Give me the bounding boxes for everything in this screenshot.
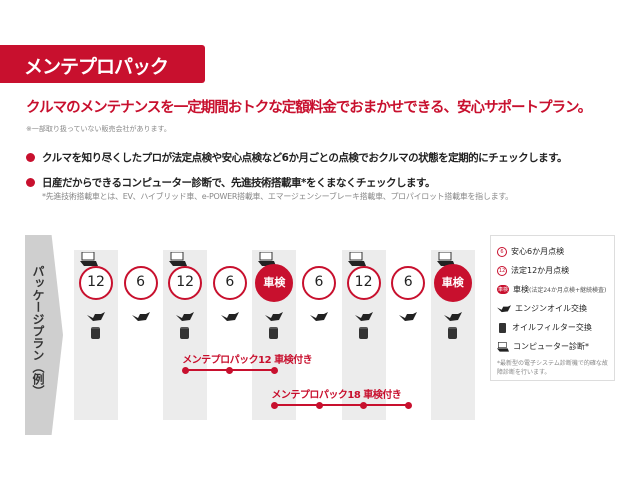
legend-oil: エンジンオイル交換 (497, 299, 608, 318)
page-title: メンテプロパック (24, 56, 169, 78)
plan-point (270, 401, 278, 409)
laptop-icon (497, 341, 509, 352)
legend-safety: 6 安心6か月点検 (497, 242, 608, 261)
laptop-icon (169, 252, 188, 266)
inspection-legal-badge: 12 (79, 266, 113, 300)
bullet-item: 日産だからできるコンピューター診断で、先進技術搭載車*をくまなくチェックします。 (26, 175, 436, 190)
timeline-column: 12 (163, 250, 208, 420)
legend-label: 安心6か月点検 (511, 247, 565, 256)
timeline-column: 6 (386, 250, 430, 420)
legend-legal: 12 法定12か月点検 (497, 261, 608, 280)
timeline-column: 6 (297, 250, 341, 420)
bullet-text: 日産だからできるコンピューター診断で、先進技術搭載車*をくまなくチェックします。 (42, 177, 436, 189)
legend: 6 安心6か月点検 12 法定12か月点検 車検 車検 (法定24か月点検+継続検査) … (490, 235, 615, 381)
plan-point (181, 366, 189, 374)
note-text: ※一部取り扱っていない販売会社があります。 (26, 125, 171, 133)
bullet-dot-icon (26, 153, 35, 162)
laptop-icon (80, 252, 98, 266)
legend-label: コンピューター診断* (513, 342, 589, 351)
legal-check-icon: 12 (497, 265, 507, 276)
timeline-column: 6 (119, 250, 163, 420)
bullet-item: クルマを知り尽くしたプロが法定点検や安心点検など6か月ごとの点検でおクルマの状態… (26, 150, 568, 165)
oil-can-icon (443, 312, 462, 321)
oil-filter-icon (91, 327, 100, 339)
inspection-safety-badge: 6 (212, 266, 247, 300)
inspection-safety-badge: 6 (391, 266, 426, 300)
oil-can-icon (310, 312, 328, 321)
timeline-column: 12 (74, 250, 118, 420)
plan-point (404, 401, 412, 409)
oil-can-icon (399, 312, 418, 321)
oil-filter-icon (180, 327, 190, 339)
legend-note: *最新型の電子システム診断機で的確な故障診断を行います。 (497, 360, 608, 376)
oil-filter-icon (269, 327, 279, 339)
legend-label: 法定12か月点検 (511, 266, 570, 275)
lead-text: クルマのメンテナンスを一定期間おトクな定額料金でおまかせできる、安心サポートプラ… (26, 100, 592, 116)
timeline-column: 12 (341, 250, 386, 420)
inspection-shaken-badge: 車検 (433, 264, 472, 302)
oil-can-icon (354, 312, 373, 321)
plan-point (226, 366, 234, 374)
plan-point (270, 366, 278, 374)
oil-can-icon (87, 312, 105, 321)
inspection-safety-badge: 6 (123, 266, 158, 300)
inspection-shaken-badge: 車検 (255, 264, 294, 302)
safety-check-icon: 6 (497, 246, 507, 257)
legend-label: オイルフィルター交換 (512, 323, 592, 332)
side-label: パッケージプラン（例） (31, 265, 45, 397)
legend-filter: オイルフィルター交換 (497, 318, 608, 337)
legend-label: エンジンオイル交換 (515, 304, 587, 313)
plan-line (274, 404, 409, 406)
plan-label: メンテプロパック18 車検付き (271, 390, 402, 401)
oil-filter-icon (447, 327, 457, 339)
plan-point (315, 401, 323, 409)
package-plan-arrow: パッケージプラン（例） (25, 235, 63, 435)
legend-label: 車検 (513, 285, 529, 294)
oil-filter-icon (499, 322, 506, 333)
inspection-legal-badge: 12 (346, 266, 381, 300)
oil-can-icon (131, 312, 150, 321)
legend-computer: コンピューター診断* (497, 337, 608, 356)
laptop-icon (347, 252, 366, 266)
bullet-footnote: *先進技術搭載車とは、EV、ハイブリッド車、e-POWER搭載車、エマージェンシ… (42, 192, 513, 201)
plan-label: メンテプロパック12 車検付き (182, 355, 313, 366)
timeline-column: 車検 (252, 250, 297, 420)
timeline-column: 車検 (430, 250, 475, 420)
oil-can-icon (265, 312, 284, 321)
plan-point (360, 401, 368, 409)
inspection-legal-badge: 12 (168, 266, 203, 300)
page-title-banner: メンテプロパック (0, 45, 205, 83)
inspection-safety-badge: 6 (302, 266, 336, 300)
oil-can-icon (220, 312, 239, 321)
legend-shaken: 車検 車検 (法定24か月点検+継続検査) (497, 280, 608, 299)
bullet-dot-icon (26, 178, 35, 187)
shaken-icon: 車検 (497, 285, 509, 294)
timeline-column: 6 (208, 250, 252, 420)
bullet-text: クルマを知り尽くしたプロが法定点検や安心点検など6か月ごとの点検でおクルマの状態… (42, 152, 568, 164)
legend-sublabel: (法定24か月点検+継続検査) (529, 287, 607, 294)
oil-can-icon (497, 304, 511, 312)
oil-filter-icon (358, 327, 368, 339)
oil-can-icon (176, 312, 195, 321)
